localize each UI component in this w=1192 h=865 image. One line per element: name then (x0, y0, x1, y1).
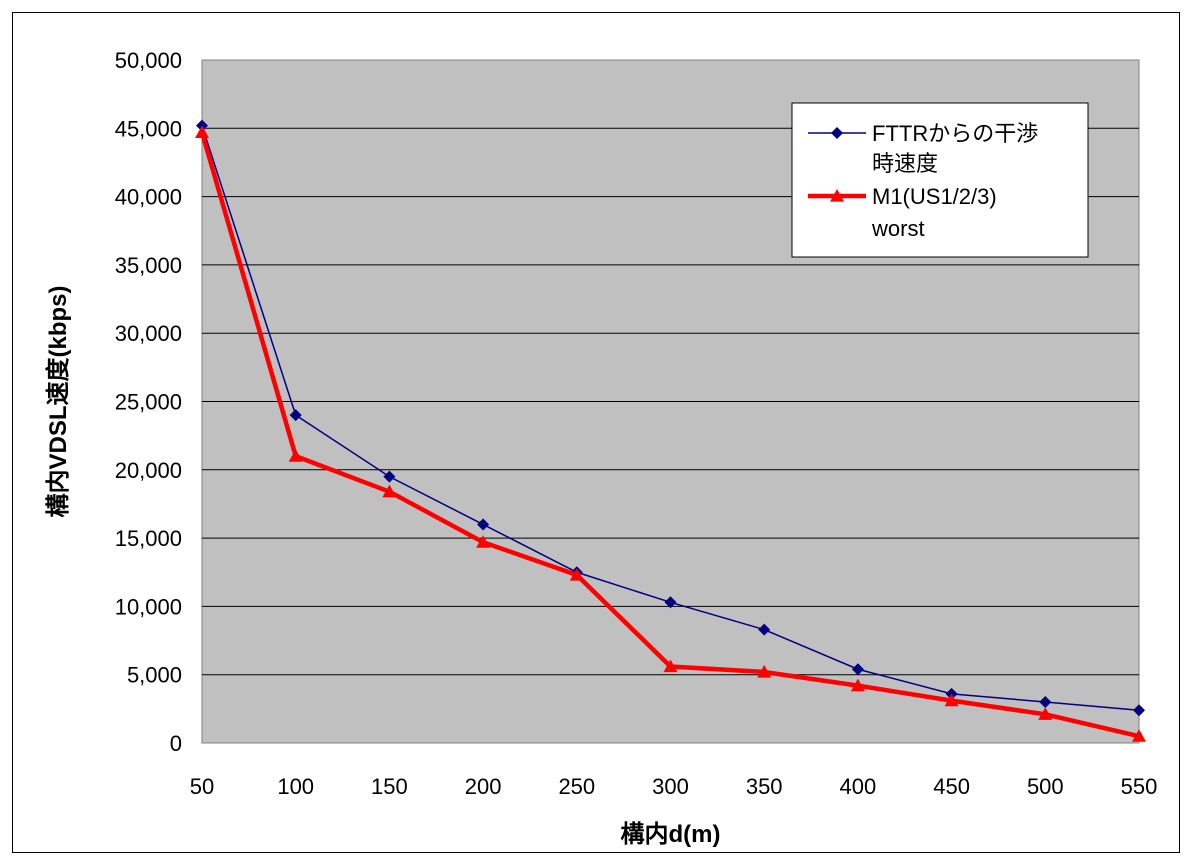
x-tick-label: 200 (465, 774, 502, 799)
legend-label-fttr-line1: FTTRからの干渉 (872, 121, 1038, 146)
data-point-diamond (383, 470, 396, 483)
legend-marker-triangle (830, 189, 844, 202)
legend-label-m1-line2: worst (871, 216, 925, 241)
x-axis-ticks: 50 100 150 200 250 300 350 400 450 500 550 (190, 774, 1158, 799)
legend: FTTRからの干渉 時速度 M1(US1/2/3) worst (791, 102, 1089, 258)
series-m1 (195, 125, 1146, 742)
data-point-triangle (757, 664, 772, 678)
data-point-diamond (289, 409, 302, 422)
x-tick-label: 50 (190, 774, 214, 799)
y-tick-label: 45,000 (115, 116, 182, 141)
x-tick-label: 250 (558, 774, 595, 799)
y-tick-label: 10,000 (115, 594, 182, 619)
legend-marker-diamond (831, 127, 843, 139)
legend-label-m1-line1: M1(US1/2/3) (872, 184, 997, 209)
y-tick-label: 35,000 (115, 253, 182, 278)
data-point-triangle (944, 693, 959, 707)
y-tick-label: 25,000 (115, 390, 182, 415)
data-point-triangle (382, 484, 397, 498)
data-point-triangle (850, 678, 865, 692)
data-point-triangle (288, 449, 303, 462)
series-fttr (196, 119, 1145, 717)
data-point-diamond (1133, 704, 1145, 717)
x-tick-label: 100 (277, 774, 314, 799)
x-axis-title: 構内d(m) (621, 821, 721, 848)
y-tick-label: 30,000 (115, 321, 182, 346)
y-tick-label: 5,000 (127, 663, 182, 688)
x-tick-label: 450 (933, 774, 970, 799)
data-point-diamond (758, 623, 771, 636)
y-axis-ticks: 0 5,000 10,000 15,000 20,000 25,000 30,000 35,0… (115, 48, 182, 756)
x-tick-label: 350 (746, 774, 783, 799)
data-point-triangle (195, 125, 209, 138)
legend-label-fttr-line2: 時速度 (872, 151, 938, 176)
x-tick-label: 550 (1121, 774, 1158, 799)
data-point-diamond (477, 518, 490, 531)
data-point-triangle (663, 659, 678, 673)
series-layer (195, 119, 1146, 742)
x-tick-label: 150 (371, 774, 408, 799)
y-axis-title: 構内VDSL速度(kbps) (44, 285, 72, 517)
data-point-triangle (1132, 729, 1146, 742)
data-point-diamond (851, 663, 864, 676)
data-point-diamond (1039, 696, 1052, 709)
data-point-diamond (664, 596, 677, 609)
data-point-triangle (476, 535, 491, 548)
y-tick-label: 0 (170, 731, 182, 756)
data-point-triangle (569, 567, 584, 581)
x-tick-label: 400 (840, 774, 877, 799)
data-point-triangle (1038, 707, 1053, 720)
y-tick-label: 15,000 (115, 526, 182, 551)
x-tick-label: 300 (652, 774, 689, 799)
x-tick-label: 500 (1027, 774, 1064, 799)
y-tick-label: 20,000 (115, 458, 182, 483)
y-tick-label: 50,000 (115, 48, 182, 73)
y-tick-label: 40,000 (115, 185, 182, 210)
legend-box (791, 102, 1089, 258)
